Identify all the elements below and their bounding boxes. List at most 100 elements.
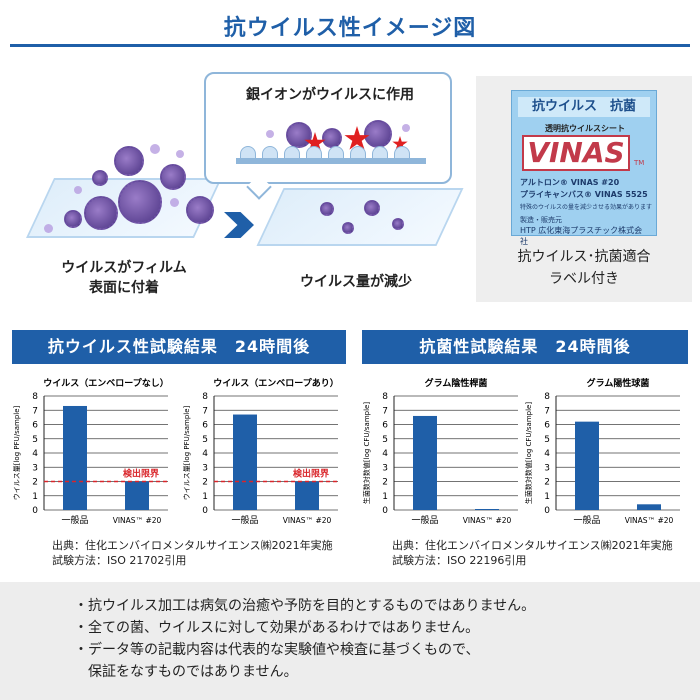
y-tick-label: 7 [544,406,550,416]
y-tick-label: 1 [32,492,38,502]
y-tick-label: 1 [382,492,388,502]
detection-limit-label: 検出限界 [293,468,329,480]
y-tick-label: 0 [32,506,38,516]
y-tick-label: 8 [382,392,388,402]
label-caption: 抗ウイルス･抗菌適合 ラベル付き [517,249,651,287]
y-tick-label: 3 [382,463,388,473]
y-tick-label: 5 [202,435,208,445]
virus-icon [118,180,162,224]
bubble-title: 銀イオンがウイルスに作用 [246,87,414,103]
virus-speck-icon [170,198,179,207]
y-tick-label: 6 [544,421,550,431]
label-head: 抗ウイルス 抗菌 [518,97,650,117]
virus-icon [84,196,118,230]
bar [575,421,599,510]
arrow-right-icon [224,212,254,238]
x-tick-label: 一般品 [573,514,600,526]
y-tick-label: 3 [544,463,550,473]
virus-icon [114,146,144,176]
y-axis-label: ウイルス量[log PFU/sample] [183,405,191,500]
note-line: ・抗ウイルス加工は病気の治癒や予防を目的とするものではありません。 [74,598,536,614]
x-tick-label: VINAS™ #20 [625,516,674,525]
virus-icon [320,202,334,216]
bar [63,405,87,510]
virus-icon [186,196,214,224]
virus-icon [286,122,312,148]
y-tick-label: 2 [202,478,208,488]
note-line: ・データ等の記載内容は代表的な実験値や検査に基づくもので、 [74,642,480,658]
label-note: 特殊のウイルスの量を減少させる効果があります [520,204,653,211]
label-product: アルトロン® VINAS #20 [520,178,620,187]
caption-right: ウイルス量が減少 [300,274,412,290]
label-maker: 製造・販売元 [520,216,562,224]
y-tick-label: 5 [32,435,38,445]
x-tick-label: VINAS™ #20 [463,516,512,525]
y-tick-label: 6 [382,421,388,431]
tm-mark: TM [634,159,645,167]
title-underline [10,44,690,47]
bar [413,415,437,510]
chart-title: グラム陰性桿菌 [425,377,488,389]
chart-gram-negative: グラム陰性桿菌 生菌数対数値[log CFU/sample] 0 1 2 3 4 5 6 7 8 一般… [360,372,530,532]
y-tick-label: 1 [202,492,208,502]
y-tick-label: 1 [544,492,550,502]
y-axis-label: ウイルス量[log PFU/sample] [13,405,21,500]
note-line: 保証をなすものではありません。 [74,664,298,680]
chart-title: ウイルス（エンベロープあり） [213,377,338,389]
y-tick-label: 8 [202,392,208,402]
page-title: 抗ウイルス性イメージ図 [223,16,477,41]
chart-svg: ウイルス（エンベロープなし） ウイルス量[log PFU/sample] 0 1 2 3 4… [13,377,169,526]
chart-virus-non-enveloped: ウイルス（エンベロープなし） ウイルス量[log PFU/sample] 0 1 2 3 4… [10,372,180,532]
y-tick-label: 6 [32,421,38,431]
y-tick-label: 0 [544,506,550,516]
y-tick-label: 0 [382,506,388,516]
vinas-logo: VINAS [522,135,630,171]
chart-title: ウイルス（エンベロープなし） [43,377,168,389]
x-tick-label: 一般品 [411,514,438,526]
virus-speck-icon [266,130,274,138]
note-line: ・全ての菌、ウイルスに対して効果があるわけではありません。 [74,620,480,636]
y-tick-label: 7 [32,406,38,416]
virus-icon [364,120,392,148]
antivirus-result-header: 抗ウイルス性試験結果 24時間後 [12,330,346,364]
chart-gram-positive: グラム陽性球菌 生菌数対数値[log CFU/sample] 0 1 2 3 4 5 6 7 8 一般… [522,372,692,532]
x-tick-label: VINAS™ #20 [113,516,162,525]
virus-icon [322,128,342,148]
y-tick-label: 7 [202,406,208,416]
antibac-source: 出典：住化エンバイロメンタルサイエンス㈱2021年実施 試験方法：ISO 221… [392,539,673,567]
caption-left: ウイルスがフィルム 表面に付着 [61,260,187,296]
y-tick-label: 2 [32,478,38,488]
chart-title: グラム陽性球菌 [587,377,650,389]
bar [125,481,149,510]
silver-ion-bubble: 銀イオンがウイルスに作用 [204,72,452,184]
x-tick-label: VINAS™ #20 [283,516,332,525]
antivirus-illustration: 銀イオンがウイルスに作用 ウイルスがフィルム 表面に付着 ウイルス量が減少 抗ウ… [0,60,700,305]
virus-icon [160,164,186,190]
y-tick-label: 5 [382,435,388,445]
y-tick-label: 3 [32,463,38,473]
virus-icon [92,170,108,186]
x-tick-label: 一般品 [61,514,88,526]
label-company: HTP 広化東海プラスチック株式会社 [520,226,643,246]
vinas-label-card: 抗ウイルス 抗菌 透明抗ウイルスシート VINAS TM アルトロン® VINA… [511,90,657,246]
y-tick-label: 4 [382,449,388,459]
film-section [236,158,426,164]
detection-limit-label: 検出限界 [123,468,159,480]
y-axis-label: 生菌数対数値[log CFU/sample] [524,402,533,504]
virus-speck-icon [150,144,160,154]
disclaimer-notes: ・抗ウイルス加工は病気の治癒や予防を目的とするものではありません。 ・全ての菌、… [0,582,700,700]
virus-icon [64,210,82,228]
y-tick-label: 6 [202,421,208,431]
chart-svg: ウイルス（エンベロープあり） ウイルス量[log PFU/sample] 0 1 2 3 4… [183,377,339,526]
vinas-label-panel: 抗ウイルス 抗菌 透明抗ウイルスシート VINAS TM アルトロン® VINA… [476,76,692,302]
y-tick-label: 4 [202,449,208,459]
bar [637,504,661,510]
y-axis-label: 生菌数対数値[log CFU/sample] [362,402,371,504]
antivirus-source: 出典：住化エンバイロメンタルサイエンス㈱2021年実施 試験方法：ISO 217… [52,539,333,567]
antibac-result-header: 抗菌性試験結果 24時間後 [362,330,688,364]
film-surface-right [256,188,464,246]
virus-speck-icon [74,186,82,194]
y-tick-label: 4 [544,449,550,459]
bar [233,414,257,510]
